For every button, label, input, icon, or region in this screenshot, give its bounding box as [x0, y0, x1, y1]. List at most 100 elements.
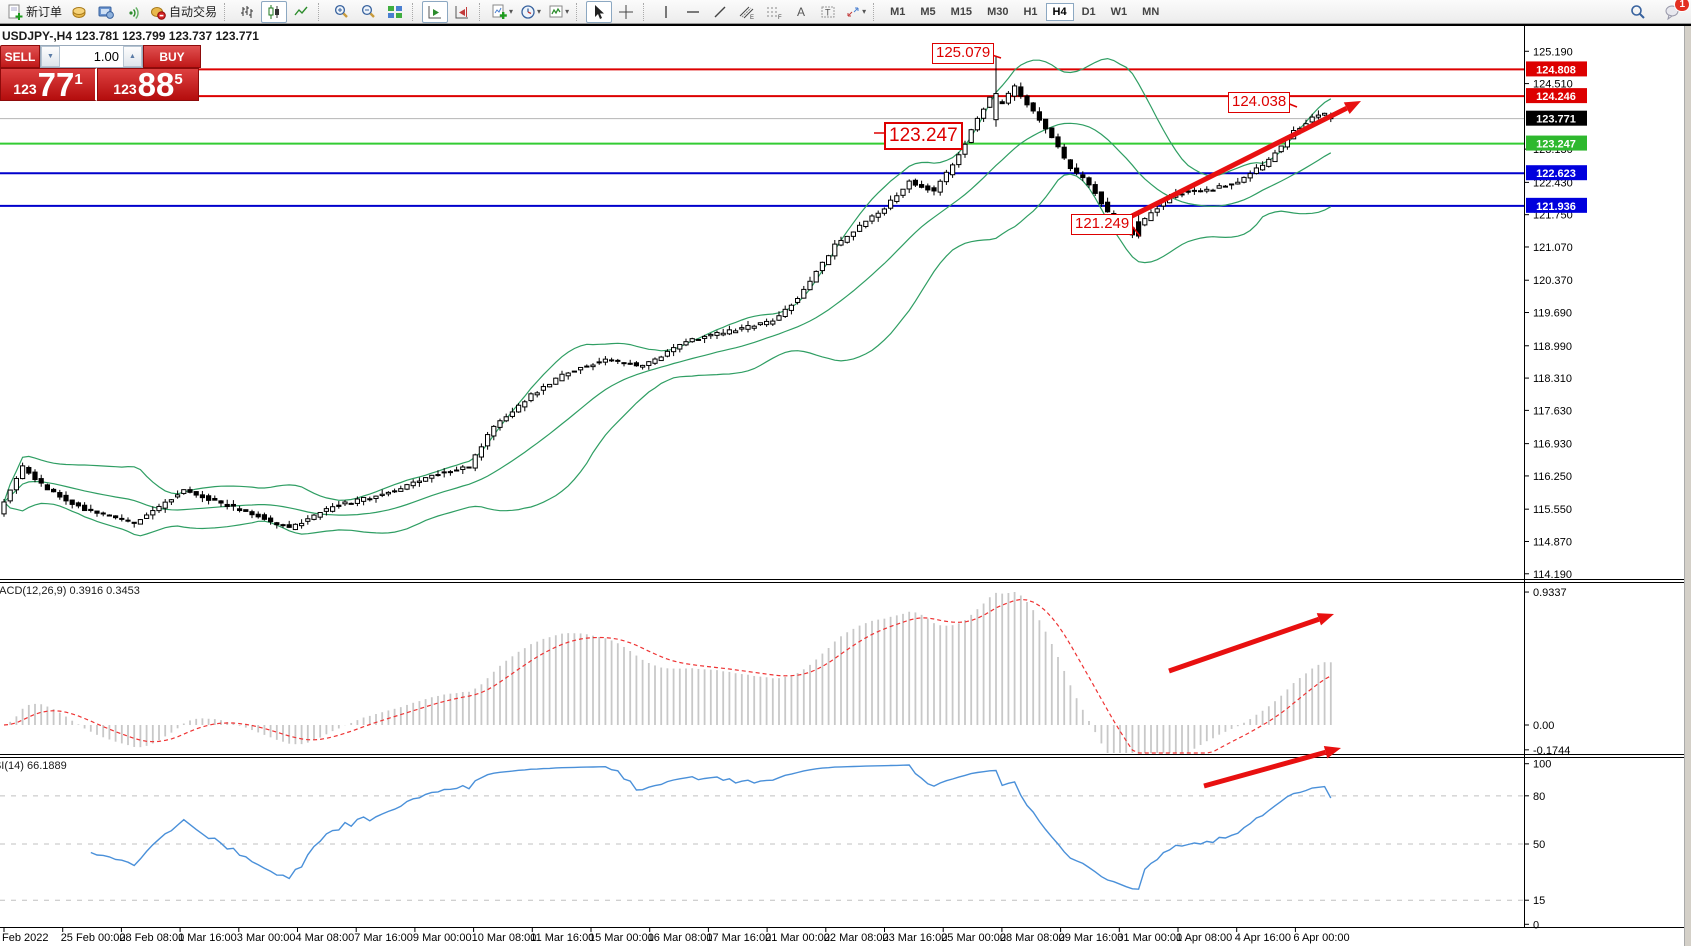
- toolbar: 新订单 自动交易: [0, 0, 1691, 24]
- buy-price[interactable]: 123 88 5: [97, 68, 199, 101]
- price-badge-123.247: 123.247: [1536, 139, 1576, 151]
- trend-arrow-macd[interactable]: [1168, 613, 1334, 674]
- price-tick-label: 122.430: [1533, 177, 1573, 189]
- macd-signal-line: [3, 598, 1332, 754]
- time-tick-label: 29 Mar 16:00: [1059, 932, 1124, 944]
- volume-input[interactable]: [60, 46, 123, 67]
- tab-timeframe-m5[interactable]: M5: [920, 5, 936, 18]
- volume-decrease-button[interactable]: ▼: [41, 46, 60, 67]
- tab-timeframe-h4[interactable]: H4: [1045, 2, 1074, 21]
- time-tick-label: 3 Mar 00:00: [237, 932, 296, 944]
- zoom-out-button[interactable]: [355, 1, 381, 23]
- price-badges: 124.808 124.246 123.771 123.247 122.623 121.9…: [1526, 61, 1587, 213]
- signals-icon[interactable]: [120, 1, 146, 23]
- buy-price-pips: 88: [137, 66, 175, 103]
- time-tick-label: 7 Mar 16:00: [354, 932, 413, 944]
- text-label-button[interactable]: T: [815, 1, 841, 23]
- price-tick-label: 121.070: [1533, 242, 1573, 254]
- indicators-button[interactable]: ▾: [489, 1, 516, 23]
- trend-arrow-main[interactable]: [1126, 101, 1361, 221]
- rsi-tick-label: 50: [1533, 839, 1545, 851]
- price-tick-label: 118.310: [1533, 373, 1572, 385]
- tab-timeframe-mn[interactable]: MN: [1142, 5, 1160, 18]
- text-button[interactable]: A: [788, 1, 814, 23]
- horizontal-line-button[interactable]: [680, 1, 706, 23]
- trendline-button[interactable]: [707, 1, 733, 23]
- price-tick-label: 114.870: [1533, 536, 1572, 548]
- chart-window: 125.190124.510123.130122.430121.750121.0…: [0, 24, 1691, 946]
- periods-button[interactable]: ▾: [517, 1, 544, 23]
- scrollbar[interactable]: [1684, 26, 1691, 946]
- buy-price-point: 5: [174, 71, 183, 88]
- price-label-annotation[interactable]: 125.079: [932, 43, 995, 64]
- macd-histogram: [9, 592, 1332, 753]
- time-tick-label: 28 Mar 08:00: [1000, 932, 1065, 944]
- trend-arrow-rsi[interactable]: [1203, 746, 1341, 789]
- templates-button[interactable]: ▾: [545, 1, 572, 23]
- autotrading-icon: [151, 6, 166, 20]
- price-badge-123.771: 123.771: [1536, 114, 1576, 126]
- toolbar-separator: [224, 2, 230, 21]
- rsi-line: [90, 764, 1332, 890]
- time-tick-label: 17 Mar 16:00: [706, 932, 771, 944]
- metaeditor-icon[interactable]: [93, 1, 119, 23]
- time-tick-label: 4 Mar 08:00: [296, 932, 355, 944]
- volume-increase-button[interactable]: ▲: [123, 46, 142, 67]
- arrows-button[interactable]: ▾: [842, 1, 869, 23]
- tab-timeframe-m30[interactable]: M30: [987, 5, 1009, 18]
- sell-price-pips: 77: [37, 66, 75, 103]
- chat-button[interactable]: 1: [1659, 0, 1690, 23]
- tab-timeframe-m1[interactable]: M1: [890, 5, 906, 18]
- time-tick-label: 4 Apr 16:00: [1235, 932, 1291, 944]
- buy-button[interactable]: BUY: [143, 45, 201, 68]
- price-axis: 125.190124.510123.130122.430121.750121.0…: [1524, 46, 1573, 581]
- price-label-annotation[interactable]: 124.038: [1228, 92, 1291, 113]
- chart-plot[interactable]: 125.190124.510123.130122.430121.750121.0…: [0, 26, 1691, 946]
- price-label-annotation[interactable]: 121.249: [1071, 214, 1134, 235]
- time-tick-label: 1 Mar 16:00: [178, 932, 237, 944]
- new-order-button[interactable]: 新订单: [4, 1, 65, 23]
- bar-chart-button[interactable]: [234, 1, 260, 23]
- fibonacci-button[interactable]: F: [761, 1, 787, 23]
- time-tick-label: Feb 2022: [2, 932, 48, 944]
- time-tick-label: 10 Mar 08:00: [472, 932, 537, 944]
- search-button[interactable]: [1625, 1, 1651, 23]
- candlestick-chart-button[interactable]: [261, 0, 288, 23]
- price-tick-label: 118.990: [1533, 341, 1572, 353]
- depth-of-market-icon[interactable]: [66, 1, 92, 23]
- new-order-icon: [8, 4, 23, 20]
- price-tick-label: 114.190: [1533, 569, 1572, 581]
- equidistant-channel-button[interactable]: E: [734, 1, 760, 23]
- cursor-button[interactable]: [586, 0, 613, 23]
- new-order-label: 新订单: [26, 5, 63, 19]
- line-chart-button[interactable]: [288, 1, 314, 23]
- tab-timeframe-w1[interactable]: W1: [1110, 5, 1128, 18]
- rsi-tick-label: 100: [1533, 759, 1551, 771]
- tab-timeframe-d1[interactable]: D1: [1081, 5, 1096, 18]
- auto-scroll-button[interactable]: [422, 0, 449, 23]
- tab-timeframe-h1[interactable]: H1: [1023, 5, 1038, 18]
- vertical-line-button[interactable]: [653, 1, 679, 23]
- zoom-in-button[interactable]: [328, 1, 354, 23]
- chevron-down-icon: ▾: [565, 7, 570, 16]
- tile-windows-button[interactable]: [382, 1, 408, 23]
- toolbar-separator: [576, 2, 582, 21]
- bollinger-bands: [3, 57, 1332, 537]
- price-label-annotation[interactable]: 123.247: [884, 122, 963, 150]
- time-tick-label: 6 Apr 00:00: [1293, 932, 1349, 944]
- time-tick-label: 21 Mar 00:00: [765, 932, 830, 944]
- chart-shift-button[interactable]: [449, 1, 475, 23]
- time-tick-label: 31 Mar 00:00: [1117, 932, 1182, 944]
- crosshair-button[interactable]: [613, 1, 639, 23]
- toolbar-separator: [643, 2, 649, 21]
- time-tick-label: 25 Mar 00:00: [941, 932, 1006, 944]
- sell-price-point: 1: [74, 71, 83, 88]
- autotrading-button[interactable]: 自动交易: [147, 1, 220, 23]
- tab-timeframe-m15[interactable]: M15: [950, 5, 973, 18]
- sell-button[interactable]: SELL: [0, 45, 40, 68]
- time-tick-label: 25 Feb 00:00: [61, 932, 126, 944]
- sell-price[interactable]: 123 77 1: [0, 68, 97, 101]
- macd-tick-label: 0.00: [1533, 720, 1554, 732]
- sell-price-figure: 123: [13, 81, 37, 97]
